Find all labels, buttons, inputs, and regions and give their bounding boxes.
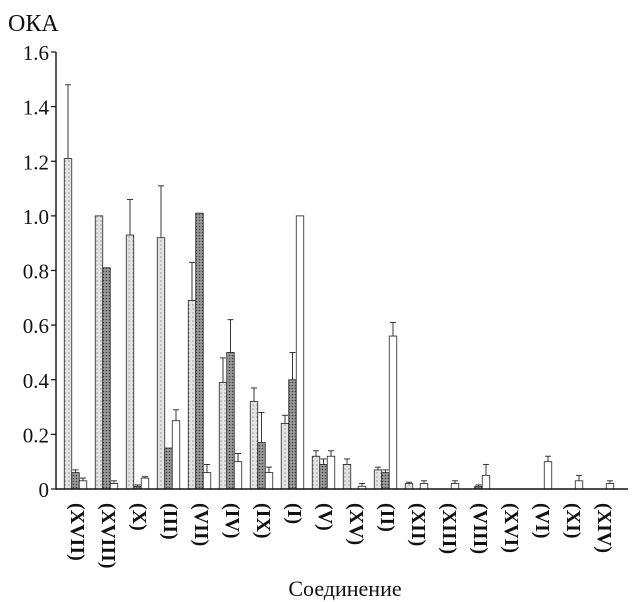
x-tick-label: (VIII) <box>469 503 491 554</box>
x-axis: (XVII) (XVIII) (X) (III) (VII) (IV) (IX) (I) (V)… <box>56 488 628 569</box>
x-tick-label: (VII) <box>190 503 212 546</box>
bar <box>288 379 297 490</box>
bar <box>218 382 228 490</box>
bar <box>419 483 429 490</box>
x-tick-label: (XI) <box>562 503 584 539</box>
bar <box>164 447 173 490</box>
x-tick-label: (XVI) <box>500 503 522 553</box>
x-tick-label: (XIII) <box>438 503 460 554</box>
x-tick-label: (II) <box>376 503 398 532</box>
y-tick-label: 0.4 <box>23 369 50 393</box>
x-tick-label: (XV) <box>345 503 367 545</box>
bar <box>226 352 235 490</box>
y-tick-label: 1.4 <box>23 96 50 120</box>
bar <box>109 483 119 490</box>
bar <box>381 472 390 490</box>
bar <box>140 477 150 490</box>
bar <box>295 215 305 490</box>
y-tick-label: 0.6 <box>23 314 49 338</box>
bar <box>125 234 135 490</box>
bar <box>264 472 274 490</box>
x-tick-label: (X) <box>128 503 150 531</box>
bar <box>102 267 111 490</box>
x-tick-label: (III) <box>159 503 181 540</box>
bar <box>311 455 321 490</box>
y-tick-label: 1.6 <box>23 41 49 65</box>
bar <box>280 423 290 490</box>
y-axis: 0 0.2 0.4 0.6 0.8 1.0 1.2 1.4 1.6 <box>23 41 57 502</box>
x-tick-label: (VI) <box>531 503 553 539</box>
bar <box>202 472 212 490</box>
bar <box>249 401 259 490</box>
y-axis-label: ОКА <box>8 11 59 37</box>
bar <box>373 469 383 490</box>
x-tick-label: (IX) <box>252 503 274 539</box>
bar <box>404 483 414 490</box>
y-tick-label: 0 <box>39 478 50 502</box>
bar <box>342 464 352 490</box>
x-tick-label: (IV) <box>221 503 243 539</box>
bar <box>187 300 197 490</box>
y-tick-label: 0.2 <box>23 423 49 447</box>
bar <box>481 474 491 490</box>
bar <box>574 480 584 490</box>
x-axis-label: Соединение <box>288 576 401 601</box>
bar <box>78 480 88 490</box>
bar <box>233 461 243 490</box>
bar <box>605 483 615 490</box>
x-tick-label: (XVII) <box>66 503 88 561</box>
x-tick-label: (I) <box>283 503 305 524</box>
bar <box>195 212 204 490</box>
y-tick-label: 0.8 <box>23 260 49 284</box>
bar <box>388 335 398 490</box>
y-tick-label: 1.2 <box>23 150 49 174</box>
bar <box>171 420 181 490</box>
bar <box>257 442 266 490</box>
bar <box>94 215 104 490</box>
bar <box>450 483 460 490</box>
bar <box>156 237 166 490</box>
bar <box>63 158 73 490</box>
bars <box>63 84 615 490</box>
x-tick-label: (XIV) <box>593 503 615 553</box>
x-tick-label: (XII) <box>407 503 429 546</box>
y-tick-label: 1.0 <box>23 205 49 229</box>
bar <box>326 455 336 490</box>
x-tick-label: (V) <box>314 503 336 531</box>
bar <box>319 464 328 490</box>
bar <box>71 472 80 490</box>
x-tick-label: (XVIII) <box>97 503 119 569</box>
bar <box>543 461 553 490</box>
